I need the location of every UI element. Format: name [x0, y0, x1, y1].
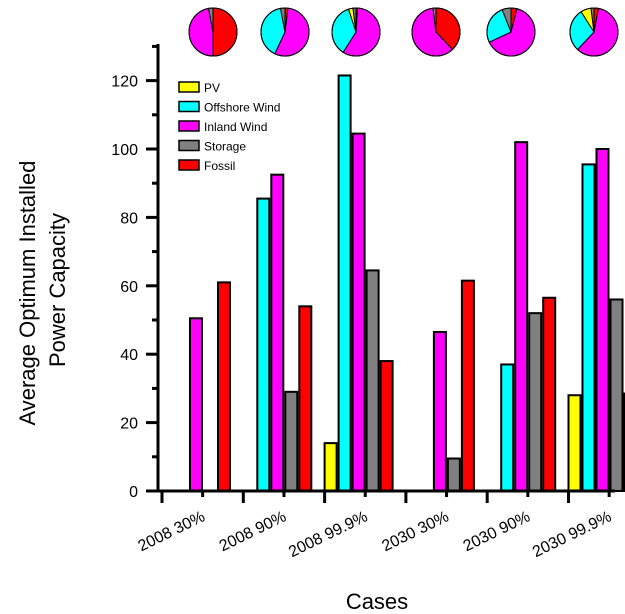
legend-swatch	[178, 100, 200, 113]
bar-inland-wind	[351, 132, 366, 493]
bar-offshore-wind	[581, 163, 596, 492]
y-tick-label: 80	[120, 210, 138, 227]
legend-swatch	[178, 81, 200, 93]
bar-inland-wind	[595, 148, 610, 492]
y-tick-label: 20	[120, 416, 138, 433]
y-tick-label: 60	[120, 279, 138, 296]
bar-inland-wind	[189, 317, 203, 493]
pie-outline	[260, 7, 310, 57]
bar-pv	[323, 442, 338, 492]
legend-swatch	[178, 139, 200, 152]
bar-inland-wind	[514, 141, 529, 492]
legend-swatch	[178, 159, 200, 171]
bar-storage	[365, 269, 380, 492]
bar-storage	[284, 390, 299, 493]
legend-label: Inland Wind	[204, 120, 267, 134]
pie-outline	[188, 7, 238, 57]
bar-offshore-wind	[256, 197, 271, 492]
bar-fossil	[542, 296, 557, 492]
y-tick-label: 0	[129, 484, 138, 501]
legend-label: Storage	[204, 140, 246, 154]
x-tick-label: 2008 99.9%	[286, 508, 370, 561]
bar-inland-wind	[432, 330, 447, 492]
y-axis-title-line-1: Average Optimum Installed	[15, 161, 40, 426]
y-axis-ticks: 0 20 40 60 80 100 120	[111, 44, 158, 501]
y-axis-title-line-2: Power Capacity	[45, 213, 70, 367]
x-tick-label: 2030 90%	[461, 508, 533, 555]
pie-outline	[331, 7, 381, 57]
y-tick-label: 40	[120, 347, 138, 364]
inset-pie-charts	[188, 7, 619, 57]
y-axis-title: Average Optimum Installed Power Capacity	[15, 154, 70, 425]
pie-outline	[569, 7, 619, 57]
axes	[156, 44, 615, 493]
bar-fossil	[460, 279, 475, 493]
bar-fossil	[298, 305, 313, 492]
bar-offshore-wind	[500, 363, 515, 492]
y-tick-label: 120	[111, 74, 138, 91]
pie-outline	[411, 7, 461, 57]
x-tick-label: 2030 99.9%	[530, 508, 614, 561]
bar-fossil	[217, 281, 231, 492]
bar-series	[189, 74, 625, 493]
x-axis-title: Cases	[346, 589, 408, 614]
legend: PV Offshore Wind Inland Wind Storage Fossil	[178, 81, 280, 173]
legend-label: PV	[204, 81, 220, 95]
x-axis-ticks: 2008 30% 2008 90%2008 99.9% 2030 30% 2030 9…	[136, 491, 614, 561]
bar-inland-wind	[270, 173, 285, 492]
legend-label: Fossil	[204, 159, 235, 173]
bar-storage	[609, 298, 624, 493]
bar-storage	[446, 457, 461, 493]
bar-offshore-wind	[337, 74, 352, 492]
pie-outline	[486, 7, 536, 57]
x-tick-label: 2008 90%	[217, 508, 289, 555]
x-tick-label: 2008 30%	[136, 508, 208, 555]
y-tick-label: 100	[111, 142, 138, 159]
legend-label: Offshore Wind	[204, 101, 280, 115]
bar-fossil	[379, 360, 394, 493]
bar-storage	[528, 312, 543, 492]
legend-swatch	[178, 120, 200, 132]
x-tick-label: 2030 30%	[379, 508, 451, 555]
bar-pv	[567, 394, 582, 492]
pie-slice-fossil	[212, 7, 238, 57]
